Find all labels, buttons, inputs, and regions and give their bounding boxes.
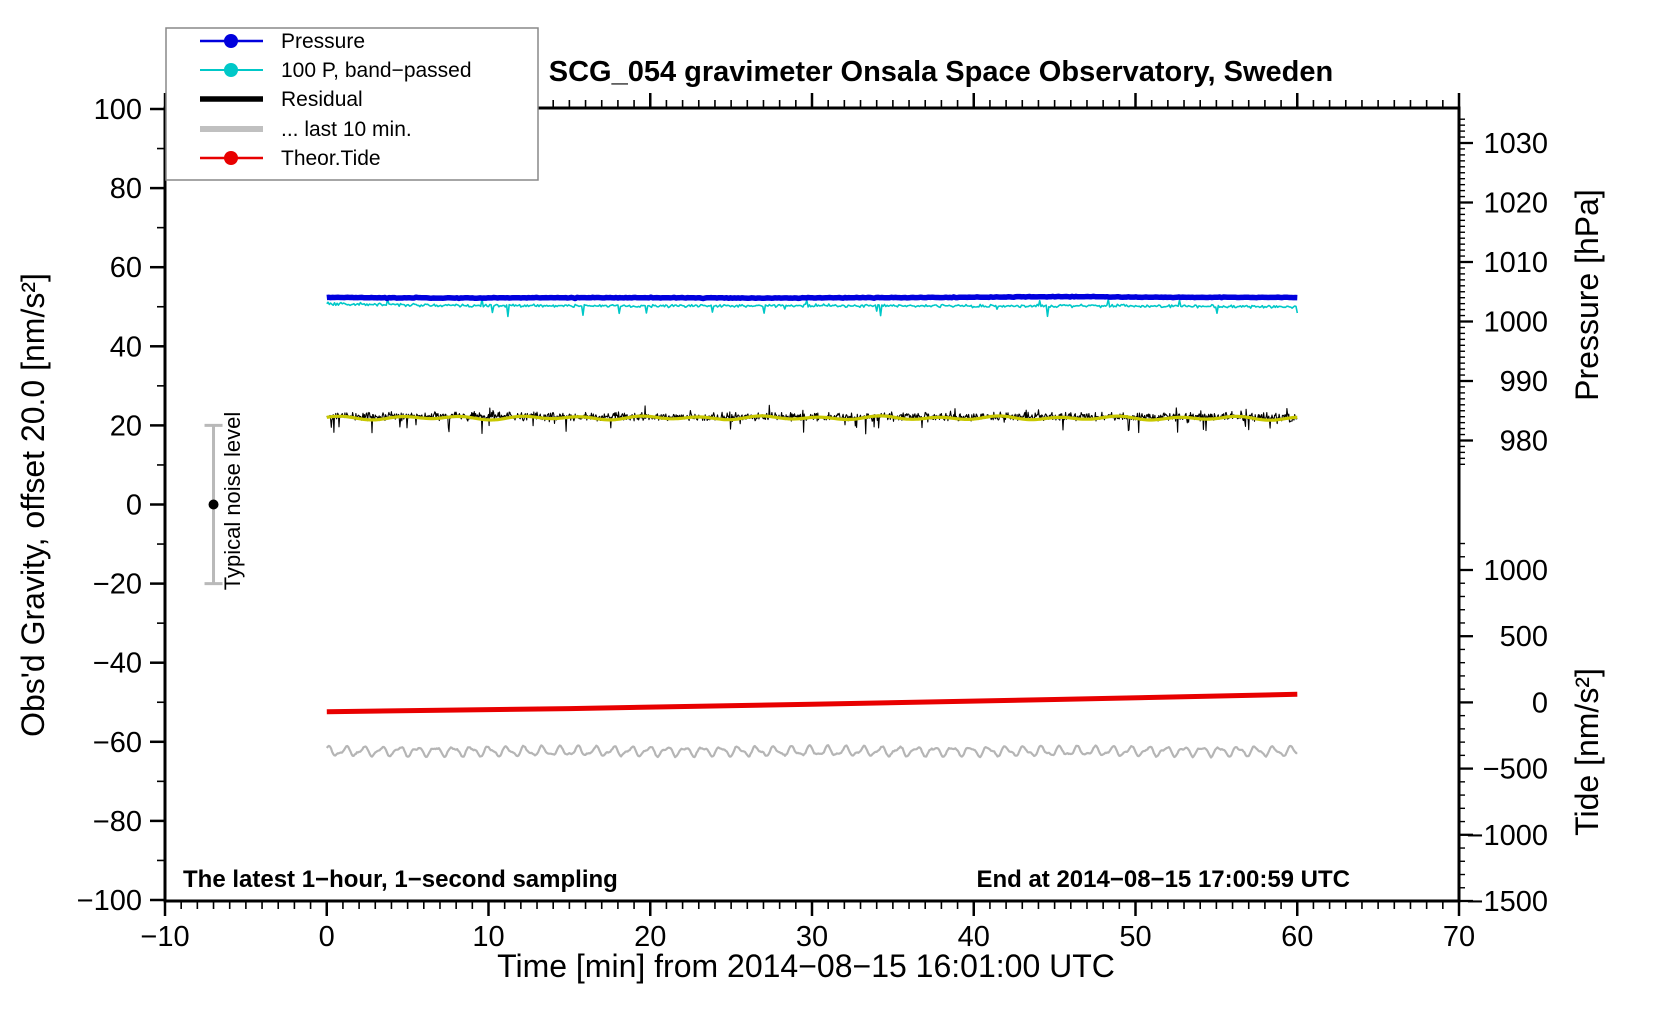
legend-sample-marker — [224, 151, 238, 165]
y-left-tick-label: 20 — [110, 410, 142, 442]
pressure-tick-label: 1010 — [1483, 247, 1548, 279]
noise-bar-dot — [208, 499, 219, 510]
y-axis-label-pressure: Pressure [hPa] — [1569, 189, 1605, 401]
y-left-tick-label: 100 — [94, 94, 142, 126]
y-left-tick-label: −60 — [93, 727, 142, 759]
series-tide — [326, 691, 1298, 715]
y-left-tick-label: −80 — [93, 806, 142, 838]
y-left-tick-label: −40 — [93, 648, 142, 680]
legend-label: 100 P, band−passed — [281, 59, 472, 82]
y-left-tick-label: −20 — [93, 569, 142, 601]
pressure-tick-label: 1020 — [1483, 188, 1548, 220]
tide-tick-label: 500 — [1500, 621, 1548, 653]
legend-label: Theor.Tide — [281, 147, 381, 170]
noise-errorbar — [204, 423, 223, 586]
series-pressure — [325, 293, 1299, 302]
noise-bar-label: Typical noise level — [220, 412, 245, 591]
plot-frame — [163, 106, 1461, 903]
legend: Pressure 100 P, band−passed Residual ...… — [165, 27, 539, 181]
x-tick-label: 40 — [958, 921, 990, 953]
y-left-tick-label: 0 — [126, 490, 142, 522]
legend-label: Pressure — [281, 30, 365, 53]
legend-label: ... last 10 min. — [281, 118, 412, 141]
x-tick-label: 60 — [1281, 921, 1313, 953]
x-tick-label: 50 — [1119, 921, 1151, 953]
tick-label-layer: −10 0 10 20 30 40 50 60 70−100−80−60−40−20020406… — [77, 94, 1548, 953]
legend-sample-marker — [224, 63, 238, 77]
tide-tick-label: −1000 — [1467, 820, 1548, 852]
series-residual_smooth — [326, 414, 1298, 422]
legend-entry-pressure: Pressure — [200, 30, 365, 53]
chart-title: SCG_054 gravimeter Onsala Space Observat… — [549, 56, 1333, 88]
x-tick-label: −10 — [140, 921, 189, 953]
legend-entry-theor-tide: Theor.Tide — [200, 147, 381, 170]
x-tick-label: 10 — [472, 921, 504, 953]
tide-tick-label: 1000 — [1483, 555, 1548, 587]
y-left-tick-label: 40 — [110, 331, 142, 363]
x-tick-label: 20 — [634, 921, 666, 953]
tide-tick-label: −1500 — [1467, 886, 1548, 918]
legend-label: Residual — [281, 88, 363, 111]
legend-sample-marker — [224, 34, 238, 48]
series-last10 — [325, 744, 1298, 759]
sampling-note: The latest 1−hour, 1−second sampling — [183, 866, 618, 893]
pressure-tick-label: 1000 — [1483, 307, 1548, 339]
tide-tick-label: 0 — [1532, 687, 1548, 719]
series-band_passed — [326, 298, 1299, 318]
y-axis-label-left: Obs'd Gravity, offset 20.0 [nm/s²] — [15, 273, 51, 737]
tide-tick-label: −500 — [1483, 754, 1548, 786]
series-layer — [325, 293, 1299, 759]
y-left-tick-label: 60 — [110, 252, 142, 284]
tick-layer — [150, 93, 1473, 916]
axes-frame-layer — [163, 106, 1461, 903]
legend-entry-last10min: ... last 10 min. — [200, 118, 412, 141]
pressure-tick-label: 990 — [1500, 366, 1548, 398]
x-tick-label: 30 — [796, 921, 828, 953]
end-note: End at 2014−08−15 17:00:59 UTC — [976, 866, 1350, 893]
pressure-tick-label: 1030 — [1483, 128, 1548, 160]
legend-entry-residual: Residual — [200, 88, 363, 111]
y-left-tick-label: 80 — [110, 173, 142, 205]
pressure-tick-label: 980 — [1500, 426, 1548, 458]
x-tick-label: 0 — [319, 921, 335, 953]
y-left-tick-label: −100 — [77, 885, 142, 917]
legend-entry-band-passed: 100 P, band−passed — [200, 59, 472, 82]
y-axis-label-tide: Tide [nm/s²] — [1569, 668, 1605, 836]
x-axis-label: Time [min] from 2014−08−15 16:01:00 UTC — [497, 948, 1115, 984]
x-tick-label: 70 — [1443, 921, 1475, 953]
